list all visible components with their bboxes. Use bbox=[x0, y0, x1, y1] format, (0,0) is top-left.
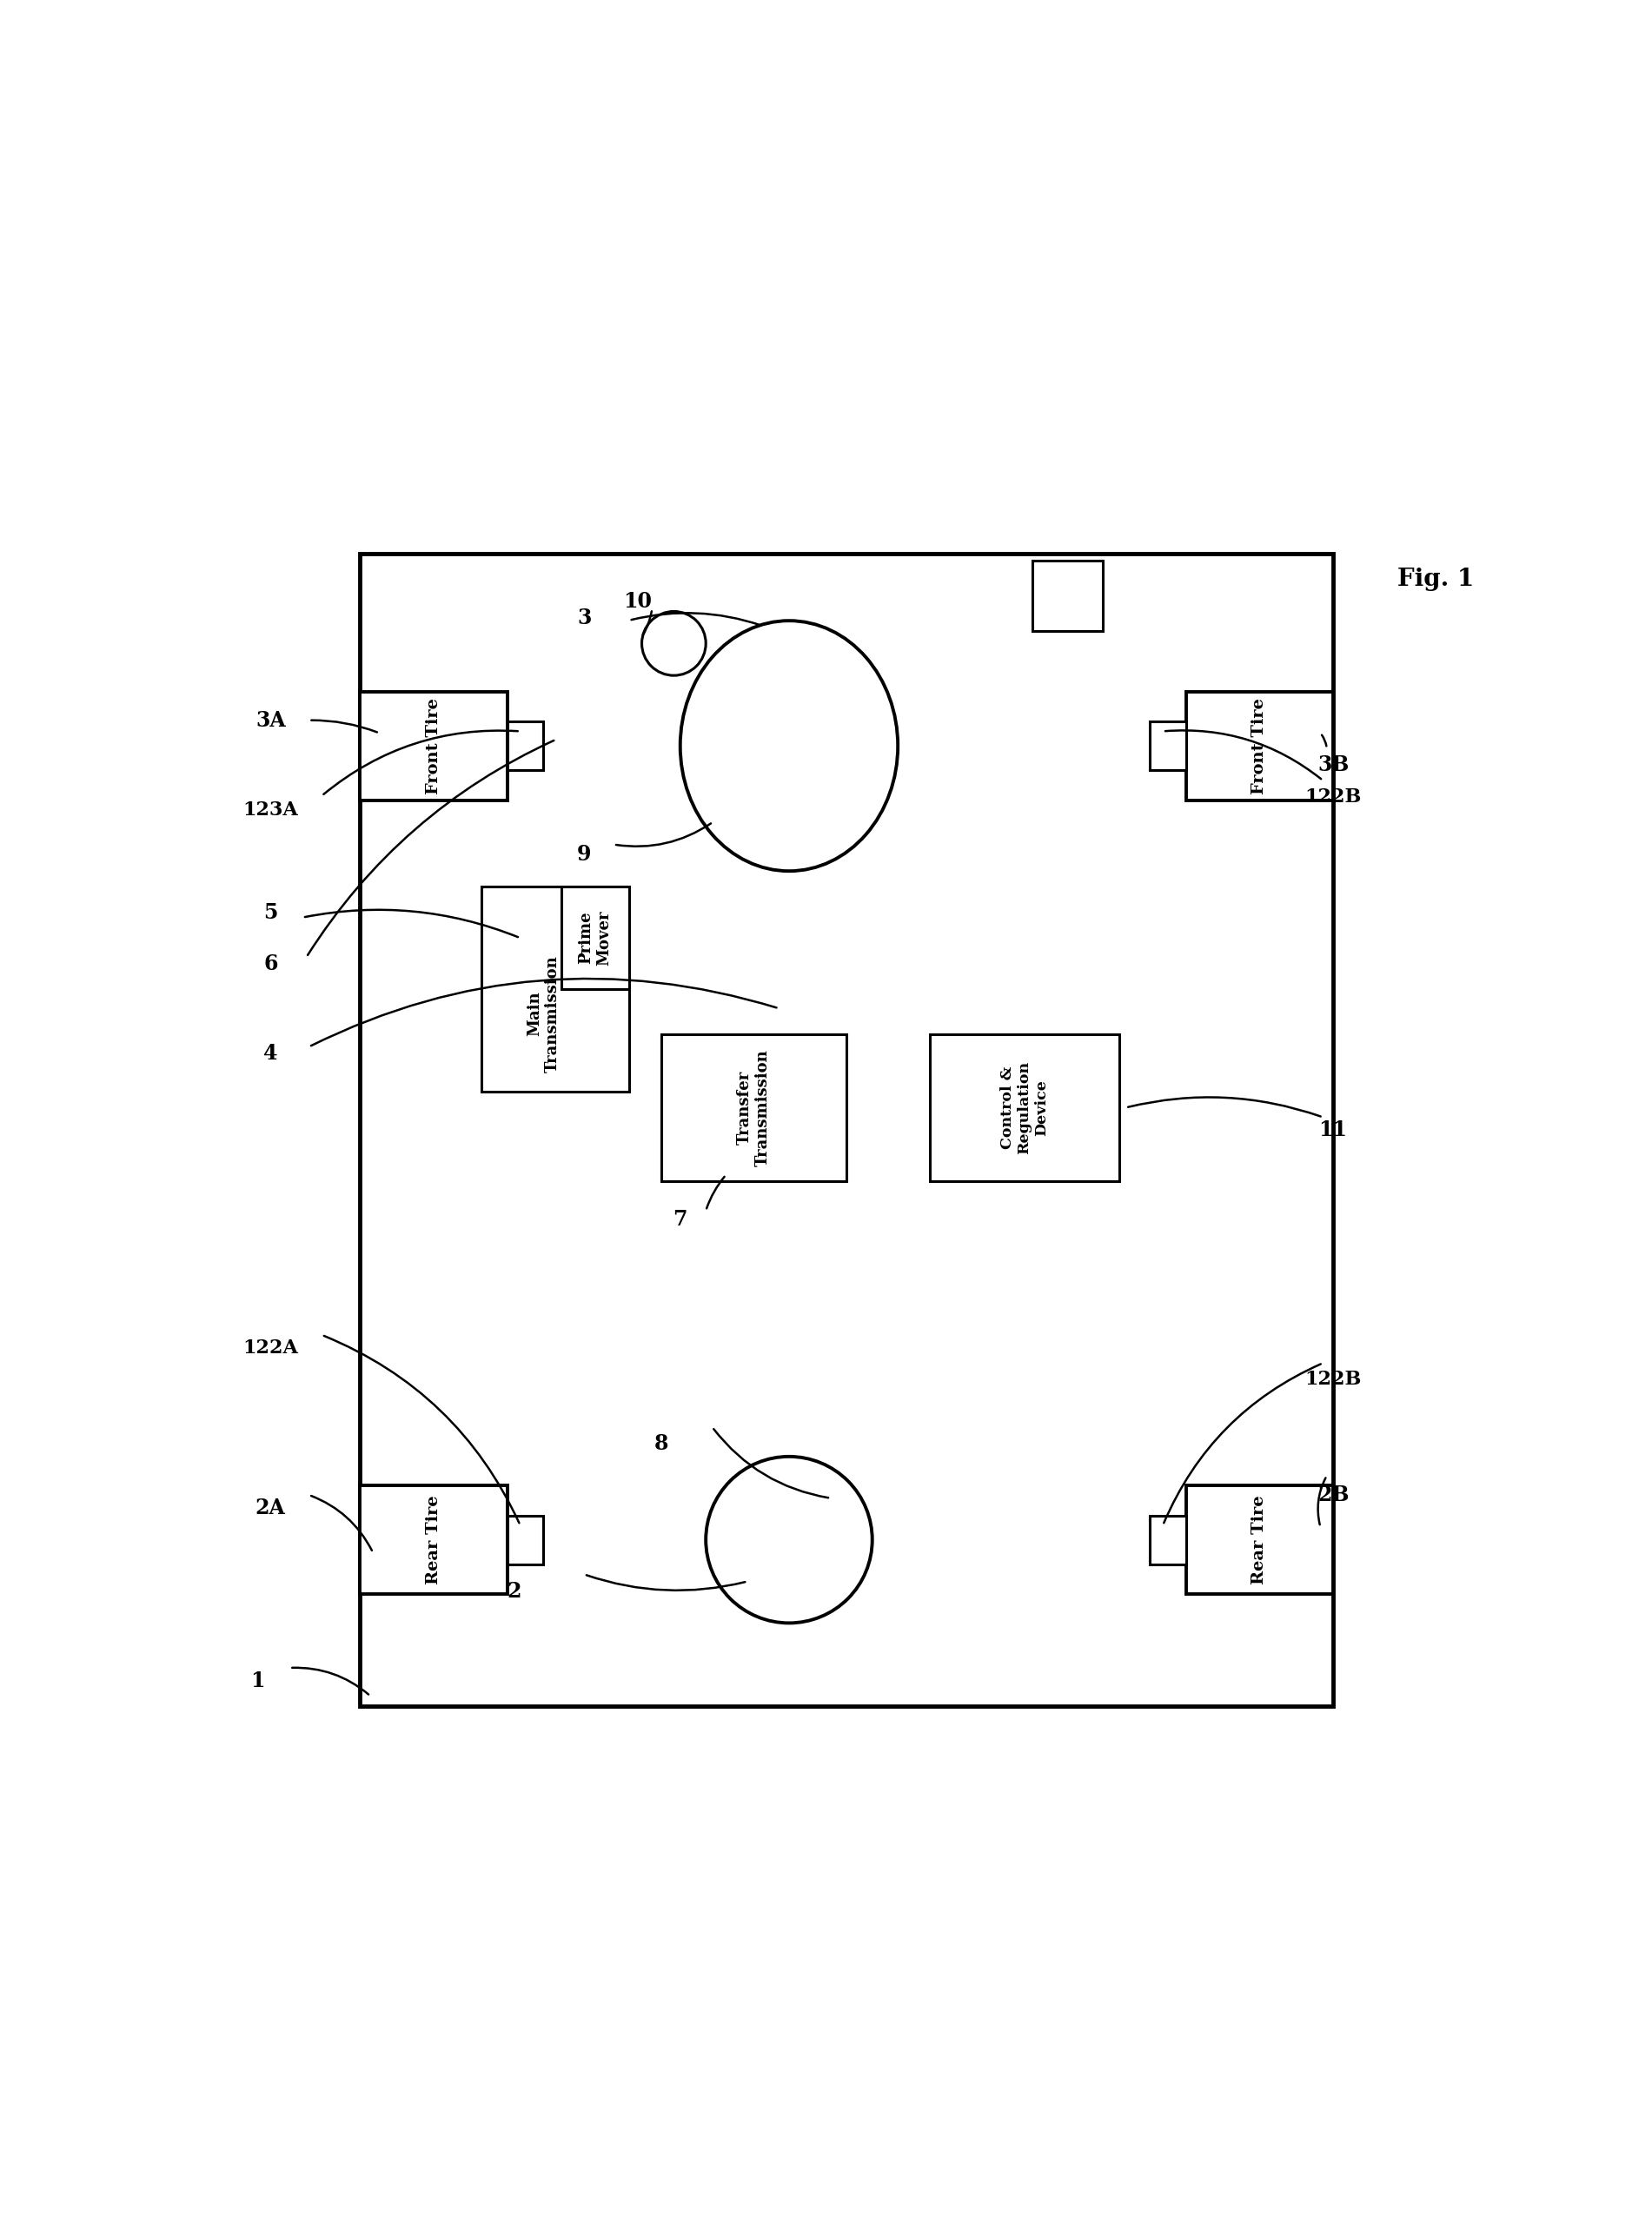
Bar bbox=[1150, 1515, 1186, 1564]
Text: Control &
Regulation
Device: Control & Regulation Device bbox=[999, 1061, 1049, 1155]
Text: 7: 7 bbox=[672, 1208, 687, 1230]
Text: 1: 1 bbox=[251, 1671, 264, 1691]
Bar bbox=[1186, 1486, 1333, 1593]
Text: Main
Transmission: Main Transmission bbox=[527, 955, 560, 1072]
Bar bbox=[1150, 721, 1186, 770]
Bar bbox=[1032, 561, 1104, 630]
Bar bbox=[360, 1486, 507, 1593]
Text: Front Tire: Front Tire bbox=[426, 699, 441, 794]
Text: Fig. 1: Fig. 1 bbox=[1398, 567, 1474, 592]
Text: 2A: 2A bbox=[256, 1497, 286, 1517]
Text: Rear Tire: Rear Tire bbox=[426, 1495, 441, 1584]
Bar bbox=[562, 888, 629, 990]
Bar bbox=[360, 554, 1333, 1707]
Text: 9: 9 bbox=[577, 843, 591, 866]
Bar bbox=[360, 692, 507, 801]
Text: 2: 2 bbox=[507, 1580, 520, 1602]
Text: 10: 10 bbox=[623, 592, 653, 612]
Bar bbox=[507, 1515, 544, 1564]
Text: 3B: 3B bbox=[1317, 754, 1350, 777]
Text: Front Tire: Front Tire bbox=[1252, 699, 1267, 794]
Text: 3: 3 bbox=[577, 607, 591, 627]
Bar bbox=[507, 721, 544, 770]
Text: Rear Tire: Rear Tire bbox=[1252, 1495, 1267, 1584]
Text: 6: 6 bbox=[263, 952, 278, 975]
Text: 2B: 2B bbox=[1317, 1484, 1350, 1506]
Bar bbox=[930, 1035, 1120, 1181]
Text: 5: 5 bbox=[263, 901, 278, 923]
Text: 3A: 3A bbox=[256, 710, 286, 730]
Bar bbox=[1186, 692, 1333, 801]
Text: Transfer
Transmission: Transfer Transmission bbox=[737, 1048, 771, 1166]
Text: 122B: 122B bbox=[1305, 1371, 1361, 1388]
Text: 11: 11 bbox=[1318, 1119, 1348, 1141]
Text: Prime
Mover: Prime Mover bbox=[578, 910, 611, 966]
Bar bbox=[661, 1035, 847, 1181]
Text: 8: 8 bbox=[654, 1433, 667, 1455]
Bar bbox=[482, 888, 629, 1092]
Text: 122B: 122B bbox=[1305, 788, 1361, 808]
Text: 4: 4 bbox=[263, 1044, 278, 1064]
Text: 123A: 123A bbox=[243, 801, 299, 819]
Ellipse shape bbox=[681, 621, 899, 870]
Text: 122A: 122A bbox=[243, 1337, 299, 1357]
